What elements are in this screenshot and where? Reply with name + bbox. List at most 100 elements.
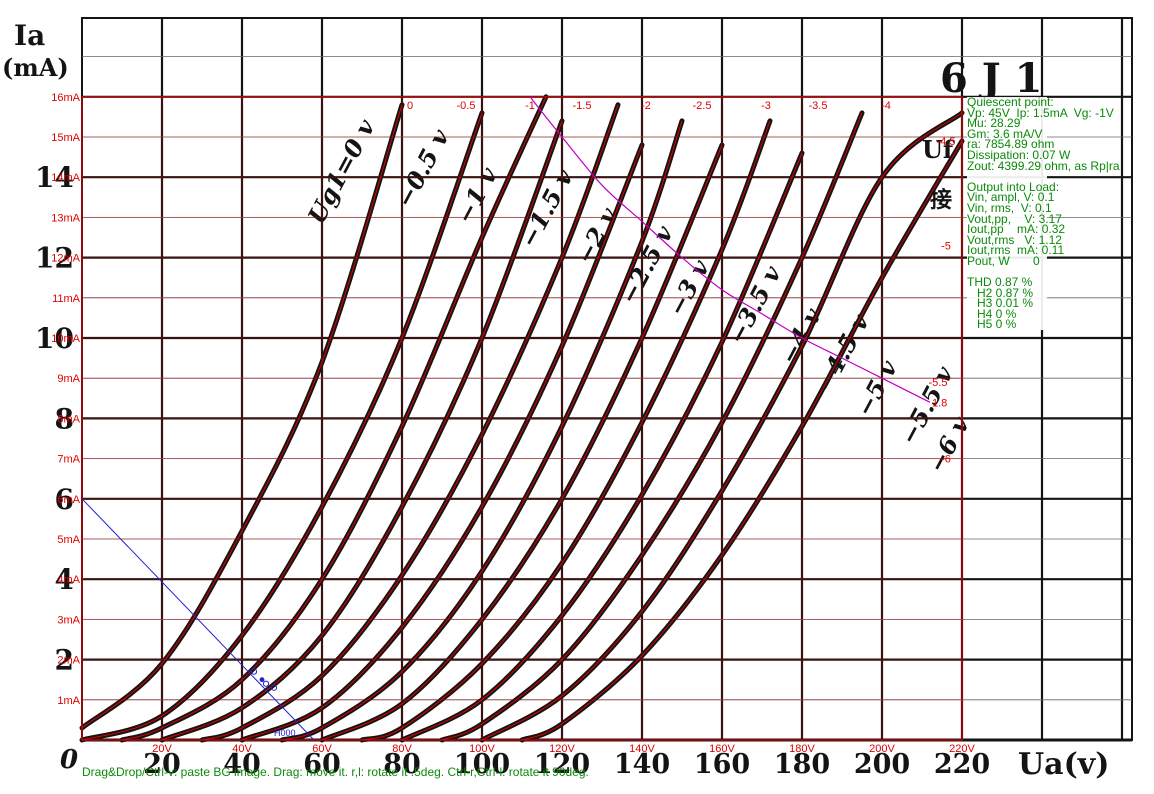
load-line[interactable]: H000 — [81, 498, 315, 741]
overlay-y-tick: 6mA — [57, 494, 80, 506]
series-label: -2.5 — [693, 100, 712, 112]
info-line: H2 0.87 % — [967, 285, 1034, 300]
info-line: Quiescent point: — [967, 95, 1054, 109]
overlay-x-tick: 100V — [469, 743, 495, 755]
bg-x-tick: 160 — [694, 749, 750, 780]
bg-x-tick: 200 — [854, 749, 910, 780]
swing-point — [270, 684, 278, 691]
overlay-y-tick: 2mA — [57, 655, 80, 667]
bg-curve-label: −5 v — [850, 354, 904, 421]
bg-y-label-unit: (mA) — [2, 53, 69, 82]
bg-y-tick: 12 — [35, 242, 74, 275]
overlay-curve — [81, 104, 403, 729]
overlay-x-tick: 40V — [232, 743, 252, 755]
series-label: -6 — [941, 454, 951, 466]
overlay-curve — [401, 152, 803, 741]
bg-y-tick: 14 — [35, 161, 74, 194]
overlay-curve — [81, 112, 483, 741]
info-line: Iout,rms mA: 0.11 — [967, 243, 1065, 258]
dissipation-label: 1.8 — [932, 397, 947, 409]
info-line: Output into Load: — [967, 179, 1060, 194]
series-label: -1.5 — [573, 100, 592, 112]
overlay-y-tick: 7mA — [57, 454, 80, 466]
series-label: -3 — [761, 100, 771, 112]
series-label: -1 — [525, 100, 535, 112]
overlay-y-tick: 13mA — [51, 212, 80, 224]
bg-y-tick: 4 — [55, 563, 74, 596]
bg-x-tick: 60 — [303, 749, 341, 780]
info-line: ra: 7854.89 ohm — [967, 137, 1055, 152]
overlay-labels: 1mA 2mA 3mA 4mA 5mA 6mA 7mA 8mA 9mA 10mA 11mA 12mA 1… — [51, 92, 975, 755]
info-line: Gm: 3.6 mA/V — [967, 126, 1043, 141]
series-label: -5 — [941, 241, 951, 253]
bg-x-tick: 140 — [614, 749, 670, 780]
bg-y-tick: 2 — [55, 644, 74, 677]
bg-y-tick: 10 — [35, 322, 74, 355]
info-line: Zout: 4399.29 ohm, as Rp|ra — [967, 158, 1120, 173]
series-label: -0.5 — [457, 100, 476, 112]
info-line: Mu: 28.29 — [967, 116, 1021, 131]
overlay-curve — [281, 120, 683, 741]
info-line: H3 0.01 % — [967, 296, 1034, 311]
overlay-y-tick: 8mA — [57, 413, 80, 425]
overlay-y-tick: 9mA — [57, 373, 80, 385]
overlay-y-tick: 3mA — [57, 614, 80, 626]
info-line: Vout,pp, V: 3.17 — [967, 211, 1062, 226]
series-label: -4 — [881, 100, 891, 112]
bg-origin-label: 0 — [60, 745, 78, 775]
bg-x-tick: 120 — [534, 749, 590, 780]
bg-x-tick: 40 — [223, 749, 261, 780]
overlay-curve — [441, 112, 863, 741]
series-label: -2 — [641, 100, 651, 112]
quiescent-point — [259, 677, 265, 683]
swing-point — [250, 668, 258, 675]
overlay-x-tick: 140V — [629, 743, 655, 755]
overlay-y-tick: 5mA — [57, 534, 80, 546]
info-line: THD 0.87 % — [967, 275, 1033, 290]
info-panel: Quiescent point: Vp: 45V Ip: 1.5mA Vg: -1… — [967, 95, 1120, 330]
overlay-x-tick: 180V — [789, 743, 815, 755]
load-marker-label: H000 — [274, 728, 296, 738]
bg-y-tick: 6 — [55, 483, 74, 516]
info-line: Vin, ampl, V: 0.1 — [967, 190, 1055, 205]
overlay-y-tick: 1mA — [57, 695, 80, 707]
overlay-x-tick: 20V — [152, 743, 172, 755]
overlay-y-tick: 4mA — [57, 574, 80, 586]
load-line-segment — [81, 498, 315, 741]
overlay-y-tick: 15mA — [51, 132, 80, 144]
bg-curve-label: −3.5 v — [722, 260, 788, 349]
overlay-curve — [521, 140, 963, 741]
bg-corner-tag: Uf — [922, 135, 955, 164]
overlay-curve — [481, 112, 963, 741]
overlay-curve — [121, 96, 547, 741]
info-line: Vp: 45V Ip: 1.5mA Vg: -1V — [967, 105, 1114, 120]
bg-x-label: Ua(v) — [1018, 747, 1109, 782]
overlay-x-tick: 160V — [709, 743, 735, 755]
info-line: Pout, W 0 — [967, 253, 1040, 268]
dissipation-curve: 1.8 — [529, 96, 947, 409]
overlay-y-tick: 11mA — [52, 293, 81, 305]
swing-point — [262, 680, 270, 687]
bg-title: 6 J 1 — [940, 55, 1042, 102]
bg-y-tick: 8 — [55, 402, 74, 435]
bg-x-tick: 180 — [774, 749, 830, 780]
overlay-x-tick: 200V — [869, 743, 895, 755]
overlay-curves — [81, 96, 963, 741]
info-line: Vout,rms V: 1.12 — [967, 232, 1062, 247]
overlay-y-tick: 12mA — [51, 253, 80, 265]
bg-x-tick: 100 — [454, 749, 510, 780]
overlay-curve — [321, 144, 723, 741]
bg-curve — [79, 110, 485, 743]
dissipation-path — [529, 96, 931, 403]
overlay-y-tick: 14mA — [51, 172, 80, 184]
overlay-x-tick: 120V — [549, 743, 575, 755]
info-line: Vin, rms, V: 0.1 — [967, 200, 1052, 215]
overlay-x-tick: 80V — [392, 743, 412, 755]
series-label: -5.5 — [929, 377, 948, 389]
bg-y-label-symbol: Ia — [14, 19, 45, 52]
overlay-curve — [361, 120, 771, 741]
overlay-y-tick: 16mA — [51, 92, 80, 104]
bg-x-tick: 80 — [383, 749, 421, 780]
bg-corner-text: 接 — [930, 188, 952, 213]
bg-curve-label: −1 v — [450, 162, 504, 229]
